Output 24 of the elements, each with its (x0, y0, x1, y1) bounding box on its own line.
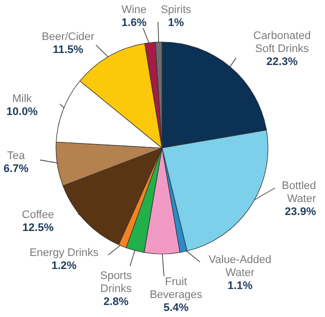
slice-label: Value-Added Water (208, 254, 272, 279)
data-label: 1.6% (121, 17, 147, 29)
slice-label: Fruit Beverages (150, 276, 203, 301)
slice-label: Milk (12, 93, 32, 105)
slice-label: Beer/Cider (42, 31, 95, 43)
slice-label: Carbonated Soft Drinks (253, 30, 311, 55)
data-label: 22.3% (266, 56, 298, 68)
slice-label: Tea (7, 150, 26, 162)
slice-label: Energy Drinks (29, 247, 100, 259)
data-label: 1% (168, 17, 184, 29)
data-label: 1.2% (51, 260, 77, 272)
slice-label: Sports Drinks (100, 270, 132, 295)
data-label: 12.5% (22, 222, 54, 234)
slice-label: Bottled Water (282, 180, 316, 205)
data-label: 23.9% (284, 206, 316, 218)
legend-label: Coffee (22, 209, 54, 221)
data-label: 11.5% (52, 44, 84, 56)
slice-label: Spirits (160, 4, 192, 16)
data-label: 6.7% (3, 163, 29, 175)
data-label: 2.8% (103, 296, 129, 308)
data-label: 1.1% (227, 280, 253, 292)
data-label: 5.4% (163, 302, 189, 314)
slice-label: Wine (121, 4, 147, 16)
data-label: 10.0% (6, 106, 38, 118)
